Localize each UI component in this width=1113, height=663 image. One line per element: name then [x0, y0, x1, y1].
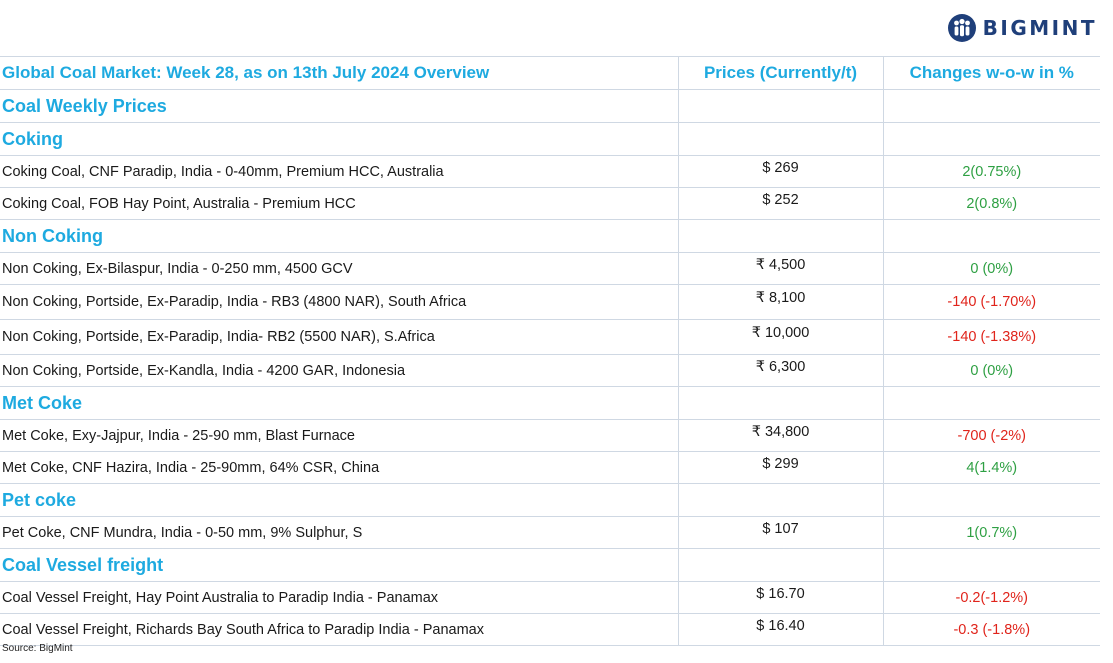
change-value: 0 (0%) — [882, 354, 1100, 387]
source-note: Source: BigMint — [2, 643, 73, 654]
price-cell: $ 107 — [677, 516, 883, 549]
price-cell: ₹ 10,000 — [677, 319, 883, 355]
empty-cell — [882, 122, 1100, 156]
section-title: Pet coke — [0, 483, 678, 517]
change-value: -0.2(-1.2%) — [882, 581, 1100, 614]
section-title: Coking — [0, 122, 678, 156]
table-row: Coking Coal, FOB Hay Point, Australia - … — [0, 187, 1100, 220]
item-description: Pet Coke, CNF Mundra, India - 0-50 mm, 9… — [0, 516, 678, 549]
section-row: Coking — [0, 122, 1100, 156]
change-value: 2(0.75%) — [882, 155, 1100, 188]
empty-cell — [677, 89, 883, 123]
price-cell: ₹ 34,800 — [677, 419, 883, 452]
item-description: Coking Coal, CNF Paradip, India - 0-40mm… — [0, 155, 678, 188]
price-cell: $ 299 — [677, 451, 883, 484]
section-row: Non Coking — [0, 219, 1100, 253]
price-value: $ 269 — [762, 159, 799, 176]
bigmint-people-icon — [947, 14, 976, 42]
price-cell: $ 269 — [677, 155, 883, 188]
change-value: -700 (-2%) — [882, 419, 1100, 452]
table-title: Global Coal Market: Week 28, as on 13th … — [0, 56, 678, 90]
price-value: $ 107 — [762, 520, 799, 537]
item-description: Non Coking, Portside, Ex-Paradip, India … — [0, 284, 678, 320]
item-description: Non Coking, Ex-Bilaspur, India - 0-250 m… — [0, 252, 678, 285]
empty-cell — [677, 386, 883, 420]
table-row: Met Coke, Exy-Jajpur, India - 25-90 mm, … — [0, 419, 1100, 452]
empty-cell — [677, 219, 883, 253]
table-row: Pet Coke, CNF Mundra, India - 0-50 mm, 9… — [0, 516, 1100, 549]
item-description: Coal Vessel Freight, Hay Point Australia… — [0, 581, 678, 614]
coal-price-table: Global Coal Market: Week 28, as on 13th … — [0, 56, 1100, 646]
price-value: ₹ 4,500 — [755, 256, 806, 273]
price-value: ₹ 8,100 — [755, 290, 806, 306]
item-description: Non Coking, Portside, Ex-Kandla, India -… — [0, 354, 678, 387]
price-value: $ 299 — [762, 455, 799, 472]
change-value: 2(0.8%) — [882, 187, 1100, 220]
table-row: Coking Coal, CNF Paradip, India - 0-40mm… — [0, 155, 1100, 188]
price-value: $ 16.70 — [756, 585, 805, 602]
item-description: Non Coking, Portside, Ex-Paradip, India-… — [0, 319, 678, 355]
table-row: Non Coking, Portside, Ex-Kandla, India -… — [0, 354, 1100, 387]
empty-cell — [882, 219, 1100, 253]
price-value: $ 16.40 — [756, 617, 805, 634]
empty-cell — [677, 548, 883, 582]
table-row: Non Coking, Portside, Ex-Paradip, India … — [0, 284, 1100, 320]
empty-cell — [882, 483, 1100, 517]
price-cell: ₹ 6,300 — [677, 354, 883, 387]
table-row: Coal Vessel Freight, Richards Bay South … — [0, 613, 1100, 646]
section-row: Pet coke — [0, 483, 1100, 517]
price-value: $ 252 — [762, 191, 799, 208]
change-value: 1(0.7%) — [882, 516, 1100, 549]
change-value: 4(1.4%) — [882, 451, 1100, 484]
brand-name: BIGMINT — [982, 16, 1097, 40]
price-cell: ₹ 4,500 — [677, 252, 883, 285]
change-value: -0.3 (-1.8%) — [882, 613, 1100, 646]
price-value: ₹ 6,300 — [755, 358, 806, 375]
section-title: Coal Vessel freight — [0, 548, 678, 582]
price-cell: $ 252 — [677, 187, 883, 220]
empty-cell — [882, 548, 1100, 582]
table-row: Coal Vessel Freight, Hay Point Australia… — [0, 581, 1100, 614]
change-column-header: Changes w-o-w in % — [882, 56, 1100, 90]
section-title: Non Coking — [0, 219, 678, 253]
brand-logo: BIGMINT — [947, 12, 1097, 44]
section-title: Coal Weekly Prices — [0, 89, 678, 123]
price-cell: $ 16.70 — [677, 581, 883, 614]
table-row: Non Coking, Portside, Ex-Paradip, India-… — [0, 319, 1100, 355]
change-value: -140 (-1.70%) — [882, 284, 1100, 320]
item-description: Coking Coal, FOB Hay Point, Australia - … — [0, 187, 678, 220]
section-row: Coal Vessel freight — [0, 548, 1100, 582]
price-column-header: Prices (Currently/t) — [677, 56, 883, 90]
price-value: ₹ 10,000 — [751, 325, 810, 341]
section-row: Met Coke — [0, 386, 1100, 420]
empty-cell — [677, 483, 883, 517]
table-row: Non Coking, Ex-Bilaspur, India - 0-250 m… — [0, 252, 1100, 285]
section-row: Coal Weekly Prices — [0, 89, 1100, 123]
price-value: ₹ 34,800 — [751, 423, 810, 440]
section-title: Met Coke — [0, 386, 678, 420]
change-value: 0 (0%) — [882, 252, 1100, 285]
item-description: Coal Vessel Freight, Richards Bay South … — [0, 613, 678, 646]
table-header-row: Global Coal Market: Week 28, as on 13th … — [0, 56, 1100, 90]
table-row: Met Coke, CNF Hazira, India - 25-90mm, 6… — [0, 451, 1100, 484]
item-description: Met Coke, Exy-Jajpur, India - 25-90 mm, … — [0, 419, 678, 452]
empty-cell — [882, 89, 1100, 123]
price-cell: $ 16.40 — [677, 613, 883, 646]
empty-cell — [677, 122, 883, 156]
change-value: -140 (-1.38%) — [882, 319, 1100, 355]
item-description: Met Coke, CNF Hazira, India - 25-90mm, 6… — [0, 451, 678, 484]
empty-cell — [882, 386, 1100, 420]
price-cell: ₹ 8,100 — [677, 284, 883, 320]
